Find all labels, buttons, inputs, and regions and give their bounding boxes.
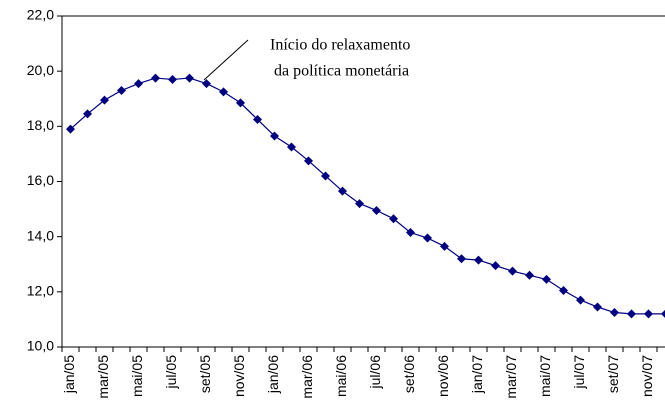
x-tick-label: nov/07 xyxy=(639,355,655,397)
data-point xyxy=(423,233,432,243)
data-point xyxy=(185,73,194,83)
data-point xyxy=(219,87,228,97)
data-point xyxy=(661,309,665,318)
data-point xyxy=(627,309,636,319)
data-point xyxy=(236,98,245,108)
x-tick-label: jul/05 xyxy=(163,355,179,390)
data-point xyxy=(355,199,364,209)
x-tick-label: set/05 xyxy=(197,355,213,393)
x-tick-label: mar/07 xyxy=(503,355,519,399)
x-tick-label: mar/06 xyxy=(299,355,315,399)
data-point xyxy=(372,205,381,215)
x-tick-label: mai/07 xyxy=(537,355,553,397)
data-point xyxy=(406,228,415,238)
data-point xyxy=(151,73,160,83)
x-tick-label: nov/05 xyxy=(231,355,247,397)
y-tick-label: 20,0 xyxy=(27,62,54,78)
data-point xyxy=(338,186,347,196)
annotation: da política monetária xyxy=(274,63,409,80)
annotation-pointer xyxy=(203,39,249,81)
y-tick-label: 16,0 xyxy=(27,172,54,188)
data-point xyxy=(644,309,653,319)
data-point xyxy=(134,79,143,89)
data-point xyxy=(270,131,279,141)
data-point xyxy=(83,109,92,119)
data-point xyxy=(304,156,313,166)
x-tick-label: jul/07 xyxy=(571,355,587,390)
x-tick-label: mai/05 xyxy=(129,355,145,397)
x-tick-label: mar/05 xyxy=(95,355,111,399)
data-point xyxy=(117,85,126,95)
x-tick-label: mai/06 xyxy=(333,355,349,397)
data-point xyxy=(610,308,619,318)
y-tick-label: 12,0 xyxy=(27,283,54,299)
x-tick-label: jul/06 xyxy=(367,355,383,390)
x-tick-label: set/07 xyxy=(605,355,621,393)
data-point xyxy=(389,214,398,224)
y-tick-label: 22,0 xyxy=(27,7,54,23)
x-tick-label: jan/06 xyxy=(265,355,281,394)
data-point xyxy=(593,302,602,312)
data-point xyxy=(287,142,296,152)
data-point xyxy=(100,95,109,105)
x-tick-label: jan/07 xyxy=(469,355,485,394)
data-point xyxy=(525,270,534,280)
x-tick-label: jan/05 xyxy=(61,355,77,394)
data-point xyxy=(559,285,568,295)
y-tick-label: 18,0 xyxy=(27,117,54,133)
annotation: Início do relaxamento xyxy=(270,37,410,54)
y-tick-label: 14,0 xyxy=(27,227,54,243)
x-tick-label: set/06 xyxy=(401,355,417,393)
data-point xyxy=(440,241,449,251)
data-point xyxy=(168,74,177,84)
data-point xyxy=(66,124,75,134)
data-point xyxy=(202,79,211,89)
data-line xyxy=(70,77,665,315)
data-point xyxy=(576,295,585,305)
data-point xyxy=(457,254,466,264)
data-point xyxy=(321,171,330,181)
data-point xyxy=(253,114,262,124)
data-point xyxy=(491,261,500,271)
y-tick-label: 10,0 xyxy=(27,338,54,354)
data-point xyxy=(474,255,483,265)
data-point xyxy=(542,274,551,284)
x-tick-label: nov/06 xyxy=(435,355,451,397)
data-point xyxy=(508,266,517,276)
